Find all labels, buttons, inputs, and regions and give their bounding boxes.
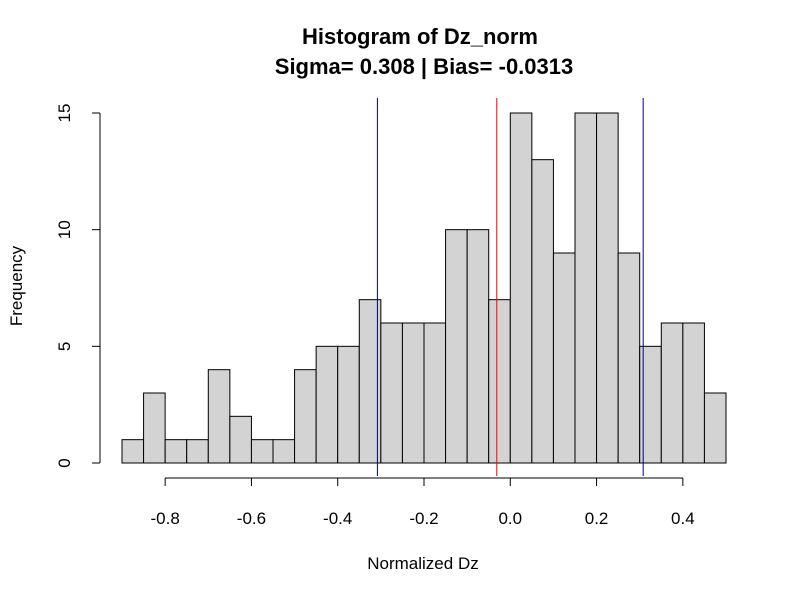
histogram-bar (703, 392, 727, 464)
x-tick-label: 0.4 (671, 509, 695, 528)
x-tick-label: 0.2 (585, 509, 609, 528)
histogram-bar (121, 439, 145, 464)
y-tick-label: 10 (55, 220, 74, 239)
histogram-bar (445, 229, 468, 464)
histogram-bar (337, 345, 360, 464)
reference-lines-group (376, 98, 644, 476)
histogram-bar (509, 112, 533, 464)
histogram-bar (488, 299, 511, 464)
x-axis-label: Normalized Dz (367, 554, 478, 573)
histogram-bar (552, 252, 576, 464)
histogram-bar (380, 322, 403, 464)
y-axis-label: Frequency (7, 245, 26, 326)
histogram-bar (682, 322, 705, 464)
histogram-bar (466, 229, 490, 464)
x-tick-label: -0.6 (237, 509, 266, 528)
chart-subtitle: Sigma= 0.308 | Bias= -0.0313 (275, 54, 573, 79)
y-tick-label: 5 (55, 342, 74, 351)
histogram-bar (186, 439, 209, 464)
x-axis: -0.8 -0.6 -0.4 -0.2 0.0 0.2 0.4 (150, 477, 695, 528)
histogram-bar (164, 439, 188, 464)
histogram-bar (531, 159, 554, 464)
histogram-bar (423, 322, 447, 464)
chart-title: Histogram of Dz_norm (302, 24, 538, 49)
histogram-bar (596, 112, 619, 464)
bars-group (121, 112, 727, 464)
histogram-bar (294, 369, 317, 464)
histogram-bar (574, 112, 598, 464)
x-tick-label: -0.2 (409, 509, 438, 528)
histogram-bar (617, 252, 641, 464)
histogram-bar (401, 322, 425, 464)
histogram-bar (143, 392, 166, 464)
y-axis: 0 5 10 15 (55, 104, 101, 468)
histogram-bar (250, 439, 274, 464)
y-tick-label: 0 (55, 458, 74, 467)
histogram-bar (660, 322, 684, 464)
histogram-bar (207, 369, 231, 464)
x-tick-label: -0.4 (323, 509, 352, 528)
histogram-bar (315, 345, 339, 464)
histogram-bar (272, 439, 296, 464)
histogram-bar (229, 415, 252, 464)
y-tick-label: 15 (55, 104, 74, 123)
x-tick-label: -0.8 (150, 509, 179, 528)
x-tick-label: 0.0 (498, 509, 522, 528)
